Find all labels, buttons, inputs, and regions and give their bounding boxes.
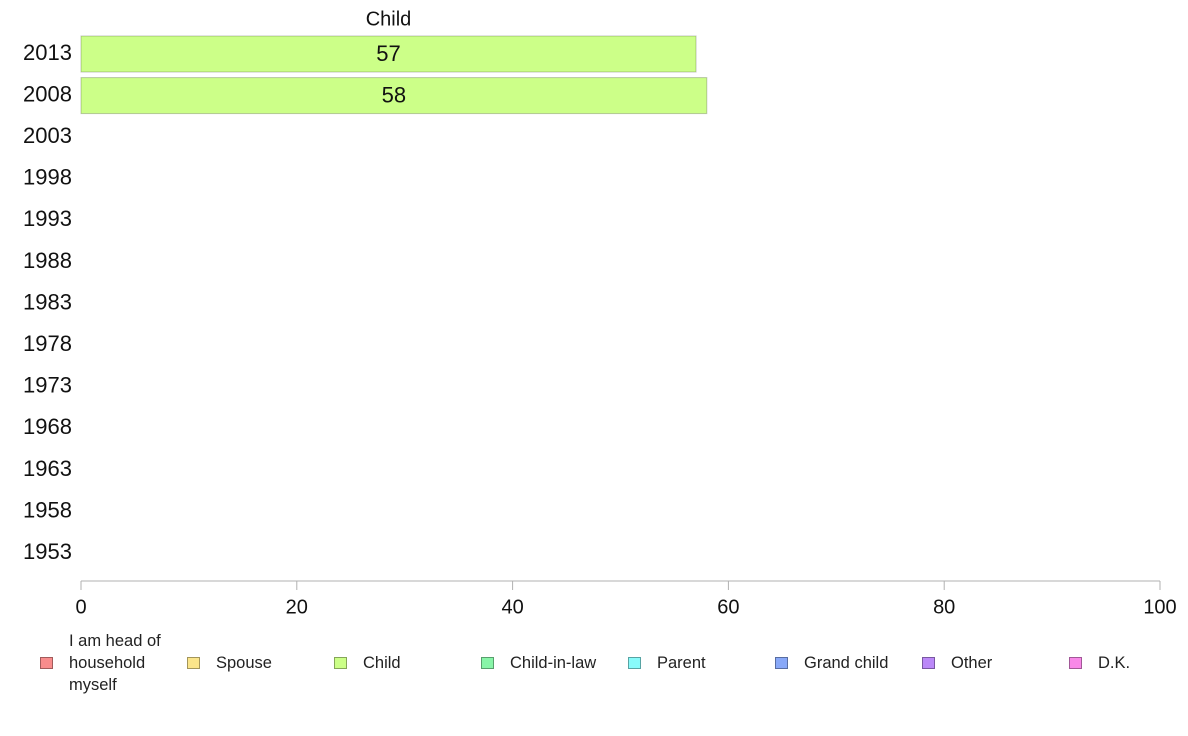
category-label: 2013 — [23, 40, 72, 65]
category-label: 1998 — [23, 165, 72, 190]
category-label: 1983 — [23, 289, 72, 314]
category-label: 1978 — [23, 331, 72, 356]
legend-swatch — [187, 657, 200, 669]
bar-value-label: 58 — [382, 82, 406, 107]
legend-swatch — [40, 657, 53, 669]
legend-swatch — [334, 657, 347, 669]
legend-label: Grand child — [804, 654, 889, 672]
category-label: 2008 — [23, 81, 72, 106]
x-tick-label: 60 — [717, 596, 739, 618]
bar-chart: Child 2013 2008 2003 1998 1993 1988 1983 1978 19… — [23, 8, 1177, 618]
legend-swatch — [481, 657, 494, 669]
x-tick-label: 100 — [1143, 596, 1176, 618]
legend-swatch — [922, 657, 935, 669]
legend-swatch — [1069, 657, 1082, 669]
category-label: 1958 — [23, 497, 72, 522]
legend-item: Spouse — [187, 630, 317, 696]
category-label: 1968 — [23, 414, 72, 439]
legend-item: Child-in-law — [481, 630, 611, 696]
legend-label: Child-in-law — [510, 654, 597, 672]
legend-label: D.K. — [1098, 654, 1131, 672]
legend-label: I am head of household myself — [69, 632, 161, 694]
category-label: 2003 — [23, 123, 72, 148]
x-tick-label: 40 — [501, 596, 523, 618]
segment-header: Child — [366, 8, 412, 30]
x-tick-label: 0 — [75, 596, 86, 618]
x-tick-label: 80 — [933, 596, 955, 618]
legend-label: Parent — [657, 654, 706, 672]
legend-label: Spouse — [216, 654, 272, 672]
category-label: 1988 — [23, 248, 72, 273]
legend-item: D.K. — [1069, 630, 1179, 696]
legend-label: Child — [363, 654, 401, 672]
category-label: 1973 — [23, 373, 72, 398]
legend: I am head of household myself Spouse Child… — [0, 630, 1188, 700]
legend-item: I am head of household myself — [40, 630, 180, 696]
category-label: 1993 — [23, 206, 72, 231]
category-label: 1963 — [23, 456, 72, 481]
legend-label: Other — [951, 654, 993, 672]
bar-segment — [80, 35, 697, 73]
legend-item: Parent — [628, 630, 758, 696]
bar-segment — [80, 77, 708, 115]
bar-value-label: 57 — [376, 41, 400, 66]
legend-item: Other — [922, 630, 1052, 696]
x-tick-label: 20 — [286, 596, 308, 618]
category-label: 1953 — [23, 539, 72, 564]
legend-swatch — [775, 657, 788, 669]
legend-item: Grand child — [775, 630, 915, 696]
legend-item: Child — [334, 630, 464, 696]
legend-swatch — [628, 657, 641, 669]
